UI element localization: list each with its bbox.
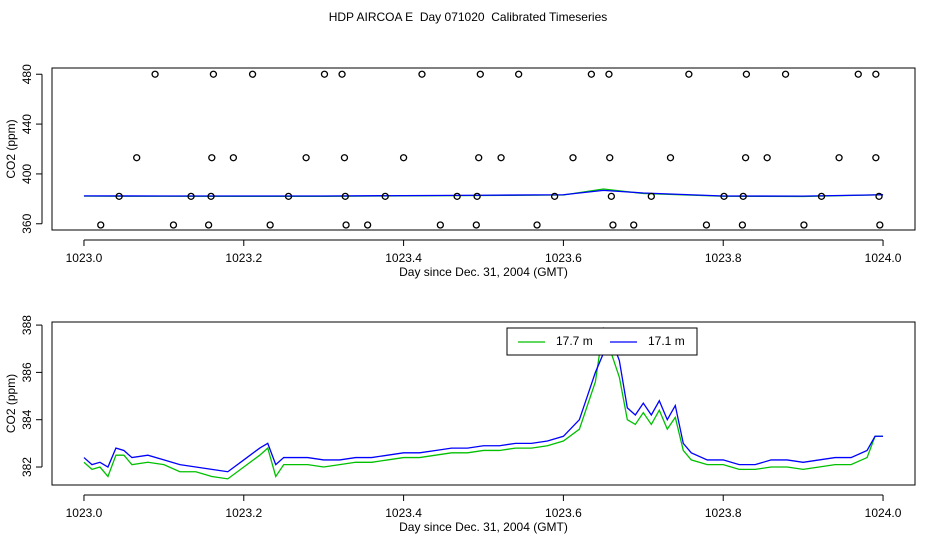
data-point: [647, 192, 655, 201]
data-point: [473, 192, 481, 201]
data-point: [605, 70, 613, 78]
data-point: [338, 70, 346, 78]
series-line: [83, 189, 884, 197]
y-tick-label: 382: [20, 457, 34, 477]
y-tick-label: 388: [20, 315, 34, 335]
data-point: [800, 221, 808, 229]
y-tick-label: 386: [20, 362, 34, 382]
data-point: [533, 221, 541, 229]
data-point: [341, 192, 349, 201]
data-point: [208, 154, 216, 162]
data-point: [475, 154, 483, 162]
plot-box: [51, 321, 916, 486]
data-point: [817, 192, 826, 201]
data-point: [229, 154, 238, 162]
x-tick-label: 1023.8: [705, 251, 742, 265]
data-point: [587, 70, 596, 78]
data-point: [342, 221, 350, 229]
data-point: [248, 70, 257, 78]
data-point: [609, 221, 617, 229]
x-tick-label: 1023.6: [545, 506, 582, 520]
data-point: [209, 70, 218, 78]
data-point: [739, 192, 747, 201]
data-point: [187, 192, 195, 201]
data-point: [133, 154, 141, 162]
data-point: [497, 154, 505, 162]
data-point: [741, 154, 750, 162]
data-point: [381, 192, 389, 201]
data-point: [97, 221, 105, 229]
data-point: [872, 154, 880, 162]
data-point: [781, 70, 790, 78]
y-tick-label: 480: [20, 64, 34, 84]
plot-box: [51, 67, 916, 231]
data-point: [418, 70, 426, 78]
data-point: [453, 192, 461, 201]
data-point: [630, 221, 638, 229]
x-tick-label: 1023.2: [225, 251, 262, 265]
x-axis-label: Day since Dec. 31, 2004 (GMT): [399, 265, 568, 279]
x-tick-label: 1024.0: [865, 506, 902, 520]
x-tick-label: 1023.0: [66, 506, 103, 520]
data-point: [876, 221, 884, 229]
data-point: [169, 221, 178, 229]
data-point: [702, 221, 711, 229]
data-point: [550, 192, 559, 201]
data-point: [151, 70, 159, 78]
y-axis-label: CO2 (ppm): [4, 119, 18, 178]
data-point: [320, 70, 329, 78]
x-tick-label: 1023.4: [385, 506, 422, 520]
data-point: [399, 154, 408, 162]
x-tick-label: 1024.0: [865, 251, 902, 265]
data-point: [302, 154, 310, 162]
x-tick-label: 1023.6: [545, 251, 582, 265]
data-point: [436, 221, 445, 229]
data-point: [872, 70, 880, 78]
x-axis-label: Day since Dec. 31, 2004 (GMT): [399, 520, 568, 534]
data-point: [284, 192, 293, 201]
legend-label: 17.1 m: [648, 334, 685, 348]
data-point: [115, 192, 123, 201]
y-tick-label: 400: [20, 164, 34, 184]
data-point: [854, 70, 862, 78]
data-point: [207, 192, 215, 201]
data-point: [875, 192, 883, 201]
data-point: [738, 221, 747, 229]
data-point: [720, 192, 728, 201]
data-point: [606, 154, 614, 162]
legend-label: 17.7 m: [556, 334, 593, 348]
x-tick-label: 1023.4: [385, 251, 422, 265]
y-tick-label: 440: [20, 114, 34, 134]
data-point: [515, 70, 523, 78]
x-tick-label: 1023.8: [705, 506, 742, 520]
data-point: [266, 221, 274, 229]
data-point: [340, 154, 349, 162]
x-tick-label: 1023.0: [66, 251, 103, 265]
data-point: [742, 70, 751, 78]
data-point: [607, 192, 616, 201]
data-point: [569, 154, 577, 162]
y-axis-label: CO2 (ppm): [4, 374, 18, 433]
page-title: HDP AIRCOA E Day 071020 Calibrated Times…: [329, 10, 608, 24]
data-point: [472, 221, 480, 229]
data-point: [204, 221, 213, 229]
data-point: [363, 221, 372, 229]
series-line: [83, 327, 884, 480]
data-point: [835, 154, 843, 162]
x-tick-label: 1023.2: [225, 506, 262, 520]
data-point: [685, 70, 693, 78]
data-point: [763, 154, 771, 162]
y-tick-label: 360: [20, 213, 34, 233]
series-line: [83, 337, 884, 473]
data-point: [476, 70, 484, 78]
y-tick-label: 384: [20, 409, 34, 429]
data-point: [666, 154, 675, 162]
